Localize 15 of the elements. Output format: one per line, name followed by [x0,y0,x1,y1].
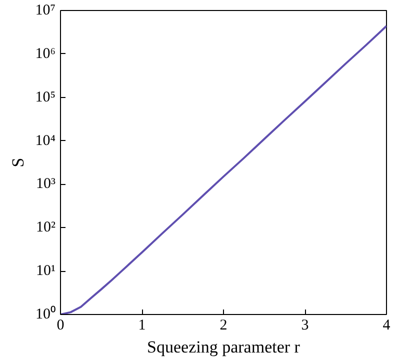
y-tick-label: 10⁷ [35,2,56,18]
y-tick-label: 10⁵ [35,89,56,106]
x-tick-label: 2 [220,318,228,334]
y-axis-title: S [8,158,28,168]
x-tick-label: 1 [138,318,146,334]
y-tick-label: 10⁰ [36,306,56,322]
y-tick-label: 10⁴ [35,132,56,149]
y-tick-label: 10¹ [36,263,56,280]
x-tick-label: 3 [301,318,309,334]
y-tick-label: 10⁶ [35,46,56,62]
x-tick-label: 0 [56,318,64,334]
x-tick-label: 4 [382,318,391,334]
y-tick-label: 10³ [36,176,56,192]
y-tick-label: 10² [36,220,56,236]
x-axis-title: Squeezing parameter r [147,338,300,356]
